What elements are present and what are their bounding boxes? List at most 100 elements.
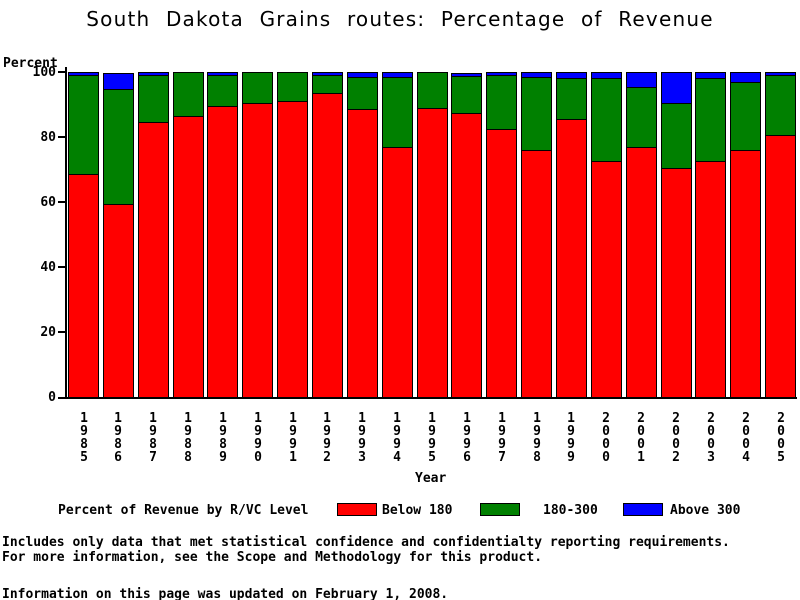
y-tick <box>58 266 66 268</box>
y-tick <box>58 71 66 73</box>
chart-title: South Dakota Grains routes: Percentage o… <box>86 7 714 31</box>
bar-segment-below-180-2001 <box>626 147 657 398</box>
legend-label-above-300: Above 300 <box>670 503 741 518</box>
bar-segment-below-180-1995 <box>417 108 448 398</box>
bar-segment-below-180-1998 <box>521 150 552 398</box>
footnote-line-2: For more information, see the Scope and … <box>2 550 543 565</box>
x-tick-label-1990: 1 9 9 0 <box>254 411 262 465</box>
bar-segment-above-300-1998 <box>521 72 552 78</box>
bar-segment-180-300-1988 <box>173 72 204 117</box>
updated-note: Information on this page was updated on … <box>2 587 449 600</box>
bar-segment-above-300-1986 <box>103 73 134 90</box>
x-tick-label-1997: 1 9 9 7 <box>498 411 506 465</box>
bar-segment-below-180-1988 <box>173 116 204 398</box>
bar-segment-180-300-1992 <box>312 75 343 94</box>
bar-segment-180-300-1996 <box>451 76 482 114</box>
bar-segment-180-300-1998 <box>521 77 552 151</box>
bar-segment-below-180-1989 <box>207 106 238 398</box>
bar-segment-below-180-1992 <box>312 93 343 398</box>
y-tick-label: 0 <box>48 390 56 405</box>
bar-segment-above-300-1987 <box>138 72 169 76</box>
bar-segment-180-300-1994 <box>382 77 413 148</box>
x-tick-label-1992: 1 9 9 2 <box>323 411 331 465</box>
bar-segment-180-300-1993 <box>347 77 378 110</box>
legend-label-below-180: Below 180 <box>382 503 453 518</box>
y-tick <box>58 136 66 138</box>
y-tick <box>58 331 66 333</box>
bar-segment-below-180-1986 <box>103 204 134 398</box>
bar-segment-above-300-1997 <box>486 72 517 76</box>
bar-segment-below-180-2003 <box>695 161 726 398</box>
bar-segment-below-180-1999 <box>556 119 587 398</box>
x-tick-label-1998: 1 9 9 8 <box>533 411 541 465</box>
bar-segment-above-300-2004 <box>730 72 761 83</box>
legend-swatch-above-300 <box>623 503 663 516</box>
bar-segment-below-180-1997 <box>486 129 517 398</box>
bar-segment-below-180-2000 <box>591 161 622 398</box>
x-tick-label-2000: 2 0 0 0 <box>602 411 610 465</box>
bar-segment-below-180-2005 <box>765 135 796 398</box>
x-tick-label-2002: 2 0 0 2 <box>672 411 680 465</box>
x-tick-label-1994: 1 9 9 4 <box>393 411 401 465</box>
legend-title: Percent of Revenue by R/VC Level <box>58 503 309 518</box>
x-tick-label-2005: 2 0 0 5 <box>777 411 785 465</box>
bar-segment-below-180-1996 <box>451 113 482 398</box>
bar-segment-180-300-2000 <box>591 78 622 162</box>
x-tick-label-1995: 1 9 9 5 <box>428 411 436 465</box>
bar-segment-above-300-2000 <box>591 72 622 79</box>
bar-segment-above-300-2003 <box>695 72 726 79</box>
bar-segment-above-300-1989 <box>207 72 238 76</box>
x-tick-label-1996: 1 9 9 6 <box>463 411 471 465</box>
bar-segment-180-300-1990 <box>242 72 273 104</box>
y-axis-label: Percent <box>3 56 58 71</box>
bar-segment-below-180-1994 <box>382 147 413 398</box>
x-axis-line <box>58 397 797 399</box>
y-tick-label: 40 <box>40 260 56 275</box>
bar-segment-180-300-1995 <box>417 72 448 109</box>
bar-segment-below-180-1991 <box>277 101 308 398</box>
footnote-line-1: Includes only data that met statistical … <box>2 535 730 550</box>
y-tick <box>58 201 66 203</box>
x-tick-label-2004: 2 0 0 4 <box>742 411 750 465</box>
x-tick-label-1985: 1 9 8 5 <box>80 411 88 465</box>
bar-segment-below-180-1993 <box>347 109 378 398</box>
x-tick-label-2003: 2 0 0 3 <box>707 411 715 465</box>
y-tick-label: 80 <box>40 130 56 145</box>
bar-segment-above-300-1994 <box>382 72 413 78</box>
x-tick-label-1999: 1 9 9 9 <box>567 411 575 465</box>
bar-segment-above-300-1999 <box>556 72 587 79</box>
x-tick-label-1986: 1 9 8 6 <box>114 411 122 465</box>
bar-segment-above-300-1992 <box>312 72 343 76</box>
bar-segment-180-300-2004 <box>730 82 761 151</box>
x-tick-label-1987: 1 9 8 7 <box>149 411 157 465</box>
x-axis-title: Year <box>415 471 447 486</box>
bar-segment-above-300-2002 <box>661 72 692 104</box>
bar-segment-below-180-1990 <box>242 103 273 398</box>
bar-segment-180-300-2003 <box>695 78 726 162</box>
legend-swatch-below-180 <box>337 503 377 516</box>
legend-swatch-180-300 <box>480 503 520 516</box>
bar-segment-180-300-2005 <box>765 75 796 136</box>
bar-segment-above-300-1985 <box>68 72 99 76</box>
bar-segment-180-300-1991 <box>277 72 308 102</box>
bar-segment-above-300-1993 <box>347 72 378 78</box>
bar-segment-180-300-1987 <box>138 75 169 123</box>
bar-segment-below-180-2002 <box>661 168 692 398</box>
y-tick-label: 60 <box>40 195 56 210</box>
x-tick-label-1989: 1 9 8 9 <box>219 411 227 465</box>
bar-segment-above-300-2001 <box>626 72 657 88</box>
x-tick-label-2001: 2 0 0 1 <box>637 411 645 465</box>
bar-segment-180-300-2002 <box>661 103 692 169</box>
x-tick-label-1991: 1 9 9 1 <box>289 411 297 465</box>
x-tick-label-1993: 1 9 9 3 <box>358 411 366 465</box>
bar-segment-above-300-2005 <box>765 72 796 76</box>
y-axis-line <box>65 67 67 399</box>
y-tick-label: 100 <box>32 65 56 80</box>
bar-segment-180-300-1989 <box>207 75 238 107</box>
y-tick-label: 20 <box>40 325 56 340</box>
x-tick-label-1988: 1 9 8 8 <box>184 411 192 465</box>
bar-segment-below-180-2004 <box>730 150 761 398</box>
bar-segment-180-300-1999 <box>556 78 587 120</box>
bar-segment-180-300-1997 <box>486 75 517 130</box>
